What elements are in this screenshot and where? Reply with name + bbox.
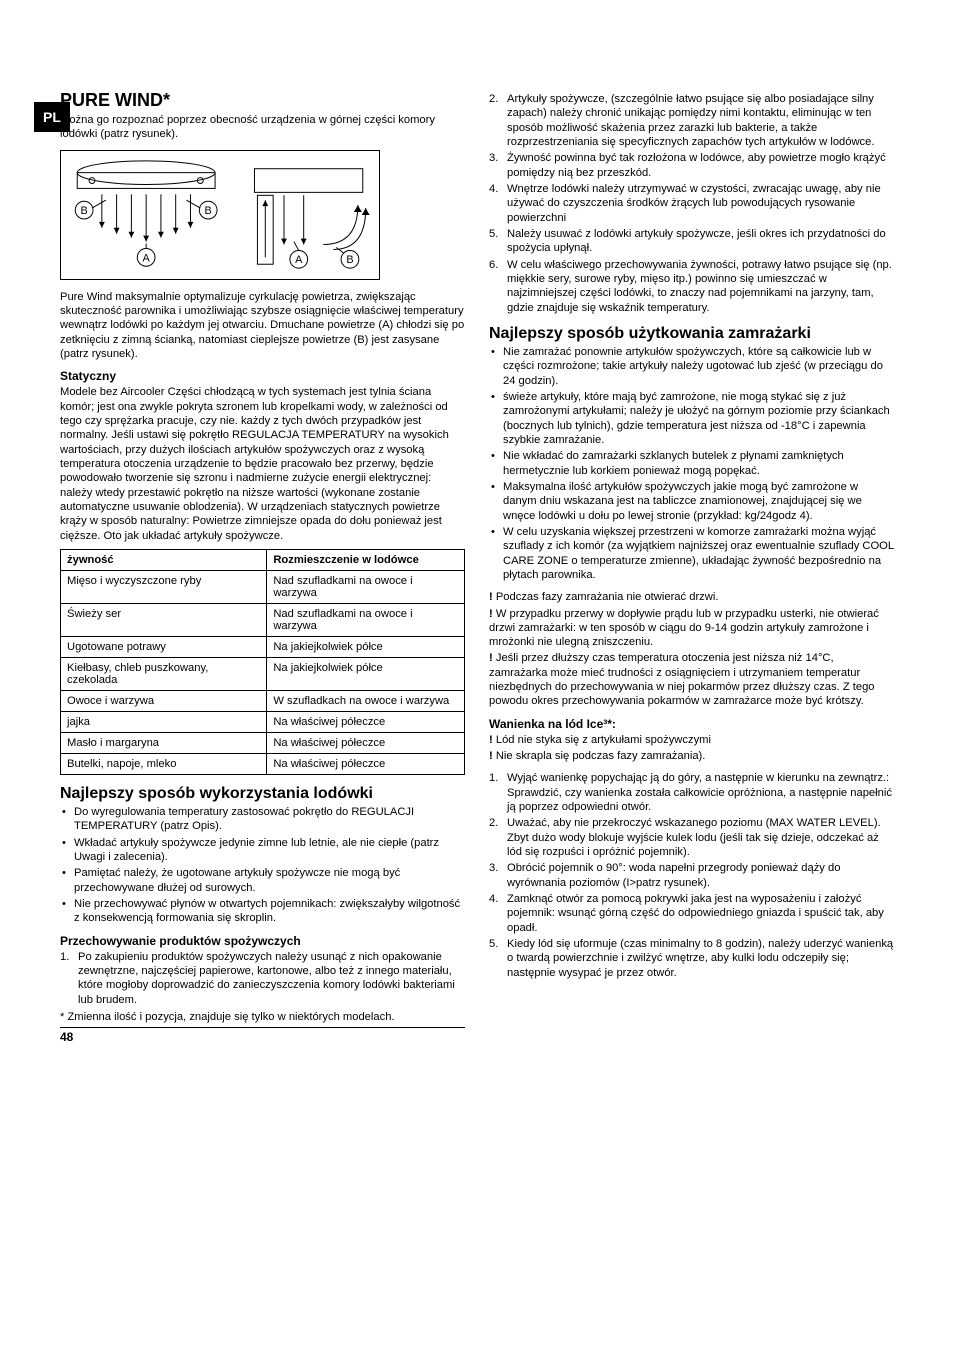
list-item: Wkładać artykuły spożywcze jedynie zimne… — [60, 836, 465, 865]
table-header-food: żywność — [61, 549, 267, 570]
pure-wind-desc: Pure Wind maksymalnie optymalizuje cyrku… — [60, 290, 465, 362]
ice-steps-list: Wyjąć wanienkę popychając ją do góry, a … — [489, 771, 894, 980]
list-item: Uważać, aby nie przekroczyć wskazanego p… — [489, 816, 894, 859]
page-number: 48 — [60, 1030, 465, 1044]
table-row: Kiełbasy, chleb puszkowany, czekoladaNa … — [61, 657, 465, 690]
best-fridge-list: Do wyregulowania temperatury zastosować … — [60, 805, 465, 926]
static-heading: Statyczny — [60, 369, 465, 383]
diagram-label-a2: A — [295, 254, 303, 266]
list-item: W celu właściwego przechowywania żywnośc… — [489, 258, 894, 315]
best-fridge-heading: Najlepszy sposób wykorzystania lodówki — [60, 785, 465, 803]
list-item: Nie wkładać do zamrażarki szklanych bute… — [489, 449, 894, 478]
pure-wind-diagram: B B A — [60, 150, 380, 280]
ice-warning-1: ! Lód nie styka się z artykułami spożywc… — [489, 733, 894, 747]
list-item: Wnętrze lodówki należy utrzymywać w czys… — [489, 182, 894, 225]
list-item: Obrócić pojemnik o 90°: woda napełni prz… — [489, 861, 894, 890]
list-item: Maksymalna ilość artykułów spożywczych j… — [489, 480, 894, 523]
table-row: Butelki, napoje, mlekoNa właściwej półec… — [61, 753, 465, 774]
right-column: Artykuły spożywcze, (szczególnie łatwo p… — [489, 90, 894, 1044]
list-item: Żywność powinna być tak rozłożona w lodó… — [489, 151, 894, 180]
list-item: Wyjąć wanienkę popychając ją do góry, a … — [489, 771, 894, 814]
footnote: * Zmienna ilość i pozycja, znajduje się … — [60, 1011, 465, 1028]
table-row: jajkaNa właściwej półeczce — [61, 711, 465, 732]
diagram-label-b2: B — [205, 205, 212, 217]
list-item: Należy usuwać z lodówki artykuły spożywc… — [489, 227, 894, 256]
storage-heading: Przechowywanie produktów spożywczych — [60, 934, 465, 948]
table-row: Masło i margarynaNa właściwej półeczce — [61, 732, 465, 753]
left-column: PURE WIND* Można go rozpoznać poprzez ob… — [60, 90, 465, 1044]
freezer-warning-2: ! W przypadku przerwy w dopływie prądu l… — [489, 607, 894, 650]
list-item: Nie zamrażać ponownie artykułów spożywcz… — [489, 345, 894, 388]
static-desc: Modele bez Aircooler Części chłodzącą w … — [60, 385, 465, 543]
list-item: świeże artykuły, które mają być zamrożon… — [489, 390, 894, 447]
list-item: Kiedy lód się uformuje (czas minimalny t… — [489, 937, 894, 980]
table-row: Owoce i warzywaW szufladkach na owoce i … — [61, 690, 465, 711]
list-item: Zamknąć otwór za pomocą pokrywki jaka je… — [489, 892, 894, 935]
list-item: Pamiętać należy, że ugotowane artykuły s… — [60, 866, 465, 895]
freezer-warning-1: ! Podczas fazy zamrażania nie otwierać d… — [489, 590, 894, 604]
freezer-list: Nie zamrażać ponownie artykułów spożywcz… — [489, 345, 894, 582]
pure-wind-heading: PURE WIND* — [60, 90, 465, 111]
freezer-warning-3: ! Jeśli przez dłuższy czas temperatura o… — [489, 651, 894, 708]
list-item: Do wyregulowania temperatury zastosować … — [60, 805, 465, 834]
pure-wind-intro: Można go rozpoznać poprzez obecność urzą… — [60, 113, 465, 142]
table-row: Świeży serNad szufladkami na owoce i war… — [61, 603, 465, 636]
table-header-placement: Rozmieszczenie w lodówce — [267, 549, 465, 570]
ice-warning-2: ! Nie skrapla się podczas fazy zamrażani… — [489, 749, 894, 763]
list-item: Nie przechowywać płynów w otwartych poje… — [60, 897, 465, 926]
storage-list-cont: Artykuły spożywcze, (szczególnie łatwo p… — [489, 92, 894, 315]
diagram-label-b3: B — [346, 254, 353, 266]
list-item: W celu uzyskania większej przestrzeni w … — [489, 525, 894, 582]
list-item: Artykuły spożywcze, (szczególnie łatwo p… — [489, 92, 894, 149]
diagram-label-b1: B — [81, 205, 88, 217]
ice-heading: Wanienka na lód Ice³*: — [489, 717, 894, 731]
storage-list-start: Po zakupieniu produktów spożywczych nale… — [60, 950, 465, 1007]
list-item: Po zakupieniu produktów spożywczych nale… — [60, 950, 465, 1007]
table-row: Ugotowane potrawyNa jakiejkolwiek półce — [61, 636, 465, 657]
food-placement-table: żywność Rozmieszczenie w lodówce Mięso i… — [60, 549, 465, 775]
freezer-heading: Najlepszy sposób użytkowania zamrażarki — [489, 325, 894, 343]
table-row: Mięso i wyczyszczone rybyNad szufladkami… — [61, 570, 465, 603]
diagram-label-a1: A — [143, 252, 151, 264]
language-badge: PL — [34, 102, 70, 132]
